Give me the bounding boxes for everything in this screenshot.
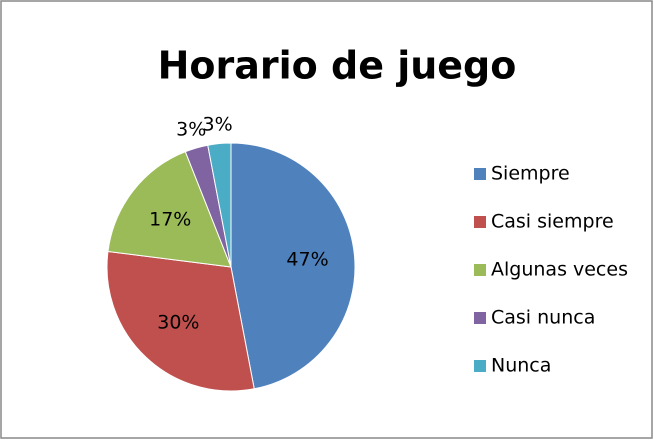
legend-label: Nunca	[491, 355, 551, 377]
legend-label: Siempre	[491, 163, 570, 185]
pie-slice	[106, 250, 255, 392]
chart-title: Horario de juego	[158, 44, 517, 88]
data-label: 3%	[176, 119, 206, 141]
data-label: 47%	[286, 248, 328, 270]
data-label: 3%	[203, 114, 233, 136]
legend-swatch	[474, 264, 486, 276]
legend-swatch	[474, 168, 486, 180]
data-label: 17%	[149, 208, 191, 230]
pie-slice	[207, 142, 232, 268]
legend-label: Casi siempre	[491, 211, 614, 233]
pie-slice	[107, 151, 232, 268]
data-label: 30%	[157, 312, 199, 334]
pie-slice	[230, 142, 356, 390]
legend-swatch	[474, 360, 486, 372]
legend-label: Casi nunca	[491, 307, 595, 329]
legend-label: Algunas veces	[491, 259, 628, 281]
legend-swatch	[474, 312, 486, 324]
legend-swatch	[474, 216, 486, 228]
